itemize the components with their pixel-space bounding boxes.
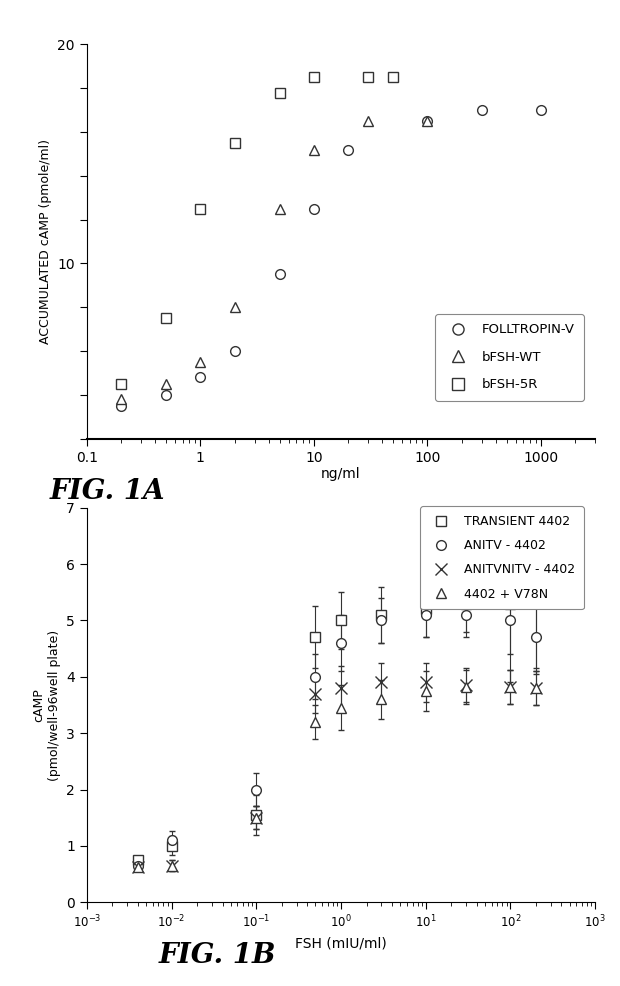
X-axis label: ng/ml: ng/ml	[321, 467, 361, 481]
Text: FIG. 1A: FIG. 1A	[50, 478, 165, 505]
Y-axis label: cAMP
(pmol/well-96well plate): cAMP (pmol/well-96well plate)	[33, 629, 61, 781]
Y-axis label: ACCUMULATED cAMP (pmole/ml): ACCUMULATED cAMP (pmole/ml)	[39, 139, 52, 344]
Text: FIG. 1B: FIG. 1B	[158, 942, 276, 968]
Legend: TRANSIENT 4402, ANITV - 4402, ANITVNITV - 4402, 4402 + V78N: TRANSIENT 4402, ANITV - 4402, ANITVNITV …	[420, 506, 584, 609]
X-axis label: FSH (mIU/ml): FSH (mIU/ml)	[295, 936, 387, 951]
Legend: FOLLTROPIN-V, bFSH-WT, bFSH-5R: FOLLTROPIN-V, bFSH-WT, bFSH-5R	[435, 315, 583, 400]
